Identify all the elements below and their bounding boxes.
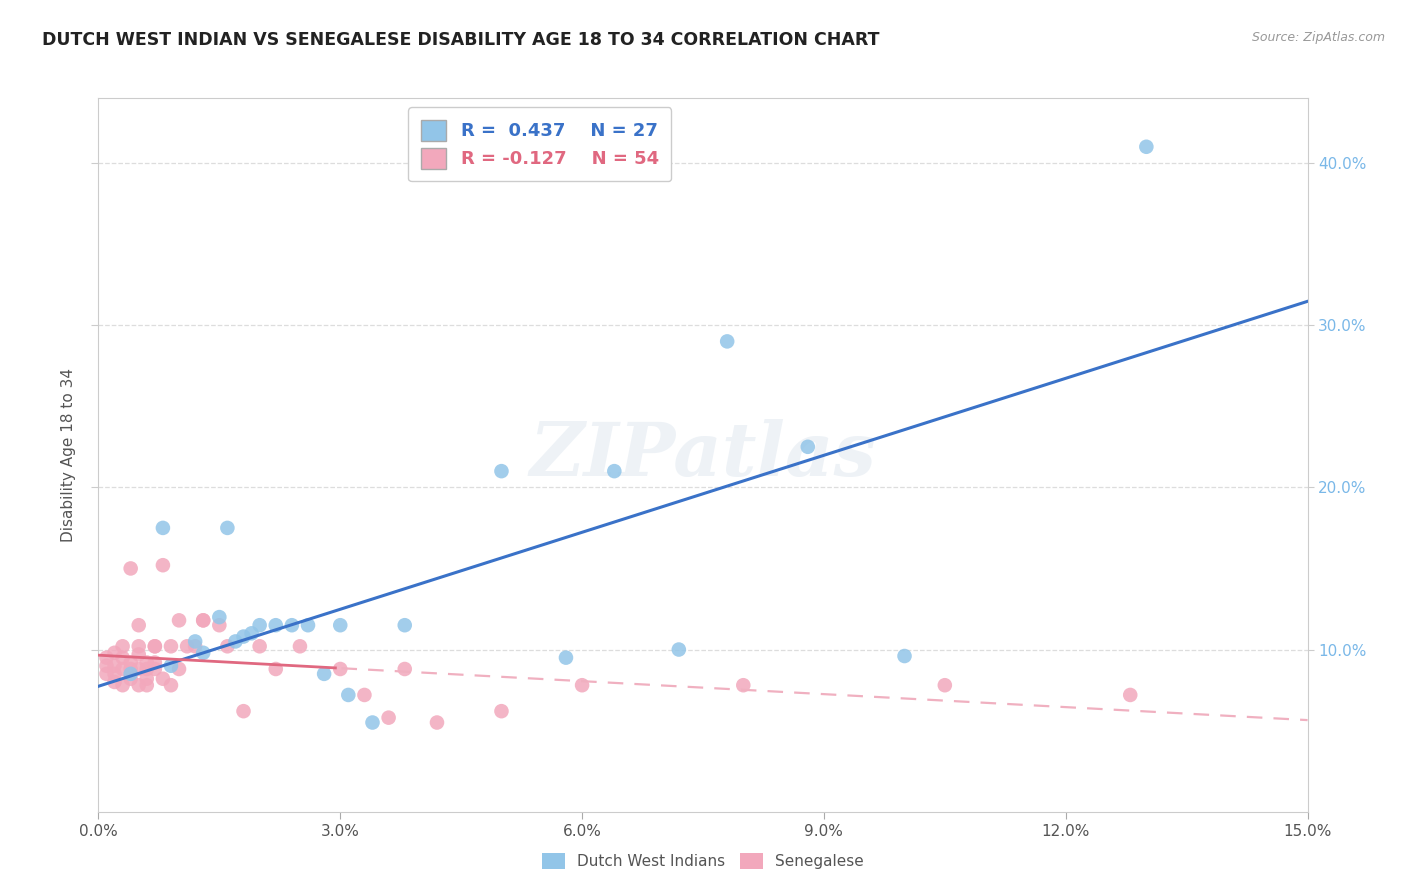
Point	[555, 650, 578, 665]
Point	[329, 662, 352, 676]
Point	[264, 618, 287, 632]
Point	[167, 662, 190, 676]
Point	[120, 672, 142, 686]
Point	[314, 666, 336, 681]
Point	[103, 675, 125, 690]
Point	[224, 634, 246, 648]
Point	[733, 678, 755, 692]
Point	[240, 626, 263, 640]
Point	[208, 610, 231, 624]
Point	[571, 678, 593, 692]
Point	[103, 646, 125, 660]
Point	[232, 630, 254, 644]
Point	[135, 662, 157, 676]
Point	[128, 662, 150, 676]
Point	[143, 656, 166, 670]
Point	[217, 640, 239, 654]
Point	[668, 642, 690, 657]
Point	[167, 613, 190, 627]
Y-axis label: Disability Age 18 to 34: Disability Age 18 to 34	[60, 368, 76, 542]
Text: Source: ZipAtlas.com: Source: ZipAtlas.com	[1251, 31, 1385, 45]
Point	[111, 662, 134, 676]
Text: DUTCH WEST INDIAN VS SENEGALESE DISABILITY AGE 18 TO 34 CORRELATION CHART: DUTCH WEST INDIAN VS SENEGALESE DISABILI…	[42, 31, 880, 49]
Point	[491, 464, 513, 478]
Point	[152, 558, 174, 573]
Point	[249, 618, 271, 632]
Point	[232, 704, 254, 718]
Point	[103, 666, 125, 681]
Point	[111, 640, 134, 654]
Point	[111, 678, 134, 692]
Point	[160, 658, 183, 673]
Point	[603, 464, 626, 478]
Point	[128, 648, 150, 662]
Point	[120, 666, 142, 681]
Point	[377, 711, 399, 725]
Point	[193, 613, 215, 627]
Point	[135, 678, 157, 692]
Point	[143, 640, 166, 654]
Point	[184, 640, 207, 654]
Point	[160, 678, 183, 692]
Point	[184, 634, 207, 648]
Point	[128, 678, 150, 692]
Point	[329, 618, 352, 632]
Point	[143, 662, 166, 676]
Point	[394, 662, 416, 676]
Point	[716, 334, 738, 349]
Point	[128, 640, 150, 654]
Point	[120, 561, 142, 575]
Point	[491, 704, 513, 718]
Point	[217, 521, 239, 535]
Point	[193, 646, 215, 660]
Point	[96, 650, 118, 665]
Text: ZIPatlas: ZIPatlas	[530, 418, 876, 491]
Point	[264, 662, 287, 676]
Point	[152, 672, 174, 686]
Point	[208, 618, 231, 632]
Point	[1119, 688, 1142, 702]
Point	[797, 440, 820, 454]
Point	[96, 666, 118, 681]
Point	[96, 658, 118, 673]
Point	[143, 640, 166, 654]
Point	[128, 618, 150, 632]
Point	[111, 650, 134, 665]
Point	[281, 618, 304, 632]
Point	[426, 715, 449, 730]
Point	[288, 640, 311, 654]
Point	[135, 656, 157, 670]
Point	[120, 656, 142, 670]
Legend: Dutch West Indians, Senegalese: Dutch West Indians, Senegalese	[536, 847, 870, 875]
Point	[249, 640, 271, 654]
Point	[353, 688, 375, 702]
Point	[135, 672, 157, 686]
Point	[934, 678, 956, 692]
Point	[103, 658, 125, 673]
Point	[176, 640, 198, 654]
Point	[361, 715, 384, 730]
Point	[152, 521, 174, 535]
Point	[893, 648, 915, 663]
Point	[160, 640, 183, 654]
Point	[394, 618, 416, 632]
Point	[120, 662, 142, 676]
Point	[297, 618, 319, 632]
Point	[1135, 140, 1157, 154]
Point	[337, 688, 360, 702]
Point	[193, 613, 215, 627]
